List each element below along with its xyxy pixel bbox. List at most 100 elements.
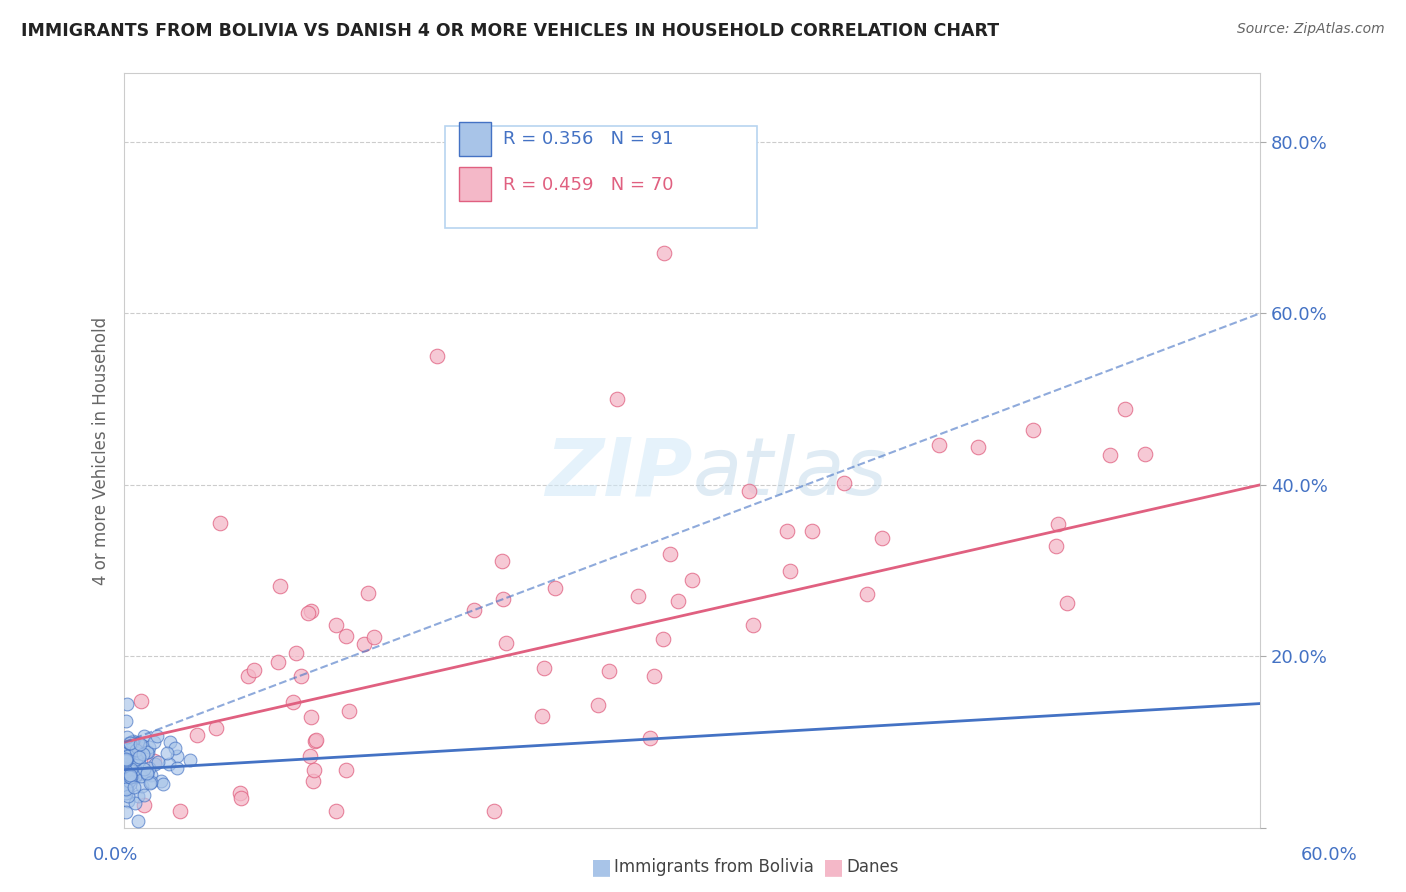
Point bbox=[157, 757, 180, 772]
Point bbox=[495, 636, 517, 650]
Point bbox=[120, 770, 142, 784]
Point bbox=[659, 547, 682, 561]
Point bbox=[544, 581, 567, 595]
Text: Danes: Danes bbox=[846, 858, 898, 876]
Point bbox=[231, 791, 253, 805]
Point bbox=[120, 759, 142, 773]
Point bbox=[208, 516, 231, 530]
Point bbox=[118, 736, 141, 750]
Point bbox=[115, 772, 138, 787]
Point bbox=[652, 246, 675, 260]
Point bbox=[128, 756, 150, 770]
Point bbox=[115, 782, 138, 797]
Point bbox=[243, 663, 266, 677]
Point bbox=[115, 772, 138, 787]
Point bbox=[143, 735, 166, 749]
Point bbox=[117, 780, 139, 794]
Point bbox=[117, 769, 139, 783]
Point bbox=[117, 794, 139, 808]
Point bbox=[117, 749, 139, 764]
Point bbox=[357, 586, 380, 600]
Point bbox=[136, 745, 159, 759]
Point bbox=[117, 789, 139, 803]
Point bbox=[353, 637, 375, 651]
Point bbox=[124, 762, 146, 776]
Point bbox=[135, 745, 157, 759]
Point bbox=[122, 780, 145, 794]
Point bbox=[124, 796, 146, 810]
Point bbox=[297, 606, 319, 620]
Point bbox=[298, 749, 321, 764]
Point bbox=[115, 757, 138, 772]
Point bbox=[132, 739, 155, 753]
Point bbox=[143, 757, 166, 772]
Point bbox=[269, 579, 291, 593]
FancyBboxPatch shape bbox=[460, 168, 491, 202]
Point bbox=[156, 746, 179, 760]
Point bbox=[186, 728, 208, 742]
Point bbox=[363, 630, 385, 644]
Point bbox=[491, 554, 513, 568]
Point bbox=[776, 524, 799, 538]
Point bbox=[339, 704, 361, 718]
Text: IMMIGRANTS FROM BOLIVIA VS DANISH 4 OR MORE VEHICLES IN HOUSEHOLD CORRELATION CH: IMMIGRANTS FROM BOLIVIA VS DANISH 4 OR M… bbox=[21, 22, 1000, 40]
Point bbox=[1056, 596, 1078, 610]
Point bbox=[118, 740, 141, 755]
Point bbox=[801, 524, 824, 538]
Text: R = 0.356   N = 91: R = 0.356 N = 91 bbox=[502, 129, 673, 148]
Point bbox=[115, 764, 138, 779]
Point bbox=[122, 768, 145, 782]
Point bbox=[115, 731, 138, 745]
Point bbox=[132, 788, 155, 802]
Point bbox=[120, 767, 142, 781]
Point bbox=[115, 758, 138, 772]
Point bbox=[643, 669, 665, 683]
Point bbox=[169, 804, 191, 818]
Point bbox=[148, 755, 170, 769]
Point bbox=[1047, 517, 1070, 532]
Point bbox=[335, 629, 357, 643]
Point bbox=[586, 698, 609, 713]
Point bbox=[115, 782, 138, 797]
Point bbox=[132, 763, 155, 777]
Point bbox=[120, 736, 142, 750]
Point bbox=[285, 646, 308, 660]
Point bbox=[141, 768, 163, 782]
Point bbox=[115, 697, 138, 711]
Point bbox=[124, 740, 146, 755]
Point bbox=[132, 747, 155, 761]
Point bbox=[463, 603, 485, 617]
Point bbox=[120, 736, 142, 750]
Point bbox=[117, 748, 139, 763]
Point bbox=[115, 747, 138, 761]
Point bbox=[120, 762, 142, 776]
Point bbox=[129, 693, 152, 707]
Point bbox=[138, 761, 160, 775]
Point bbox=[325, 618, 347, 632]
Point bbox=[118, 768, 141, 782]
Point bbox=[135, 766, 157, 780]
Point bbox=[132, 797, 155, 812]
Point bbox=[122, 734, 145, 748]
Point bbox=[681, 573, 703, 587]
Point bbox=[128, 737, 150, 751]
Point bbox=[124, 769, 146, 783]
Point bbox=[115, 805, 138, 819]
Point bbox=[125, 743, 148, 757]
Point bbox=[152, 776, 174, 790]
Point bbox=[1133, 446, 1156, 460]
Point bbox=[115, 754, 138, 768]
Text: Source: ZipAtlas.com: Source: ZipAtlas.com bbox=[1237, 22, 1385, 37]
Point bbox=[115, 786, 138, 800]
Point bbox=[118, 759, 141, 773]
Point bbox=[856, 587, 879, 601]
Text: Immigrants from Bolivia: Immigrants from Bolivia bbox=[614, 858, 814, 876]
Point bbox=[115, 754, 138, 768]
Point bbox=[127, 746, 149, 760]
Point bbox=[267, 655, 290, 669]
Point bbox=[870, 531, 893, 545]
Point bbox=[1022, 424, 1045, 438]
Text: ■: ■ bbox=[823, 857, 844, 877]
Point bbox=[166, 761, 188, 775]
Point bbox=[121, 752, 143, 766]
